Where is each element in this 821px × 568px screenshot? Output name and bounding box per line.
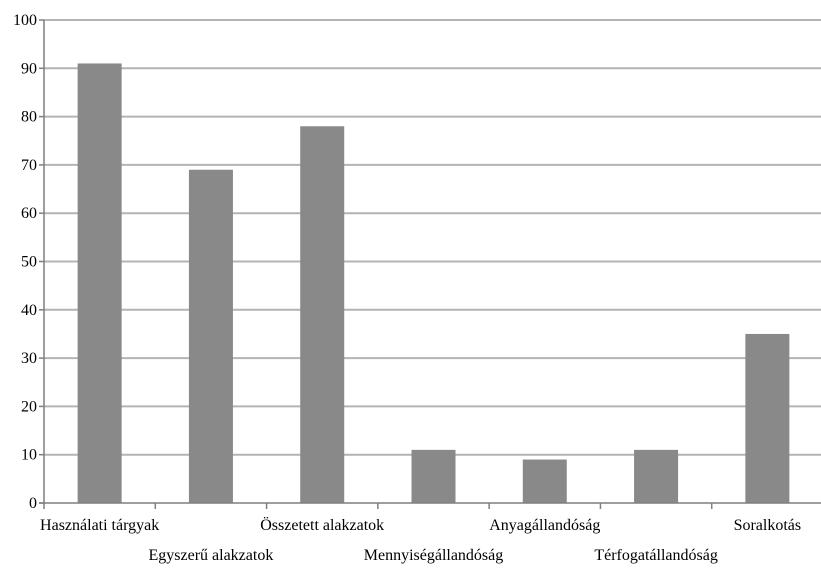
y-tick-label: 20 [21, 398, 37, 415]
y-tick-label: 0 [29, 495, 37, 512]
y-tick-label: 40 [21, 302, 37, 319]
bar [77, 63, 122, 503]
x-category-label: Mennyiségállandóság [364, 547, 504, 564]
bar [411, 449, 456, 503]
y-tick-label: 50 [21, 254, 37, 271]
x-category-label: Használati tárgyak [40, 517, 159, 534]
y-tick-labels: 0 10 20 30 40 50 60 70 80 90 100 [13, 12, 37, 512]
x-category-label: Soralkotás [734, 517, 802, 534]
y-tick-label: 90 [21, 60, 37, 77]
y-tick-label: 30 [21, 350, 37, 367]
bars [77, 63, 790, 504]
x-category-label: Térfogatállandóság [594, 547, 718, 564]
gridlines [44, 19, 821, 456]
axes [39, 19, 821, 509]
y-tick-label: 80 [21, 109, 37, 126]
y-tick-label: 100 [13, 12, 37, 29]
x-category-label: Összetett alakzatok [260, 516, 384, 534]
y-tick-label: 10 [21, 447, 37, 464]
bar [300, 126, 345, 503]
x-category-labels: Használati tárgyak Egyszerű alakzatok Össz… [40, 516, 801, 564]
bar [522, 459, 567, 503]
x-category-label: Egyszerű alakzatok [149, 547, 274, 564]
bar [745, 333, 790, 503]
x-category-label: Anyagállandóság [489, 517, 600, 534]
bar [188, 169, 233, 504]
y-tick-label: 70 [21, 157, 37, 174]
y-tick-label: 60 [21, 205, 37, 222]
bar [634, 449, 679, 503]
